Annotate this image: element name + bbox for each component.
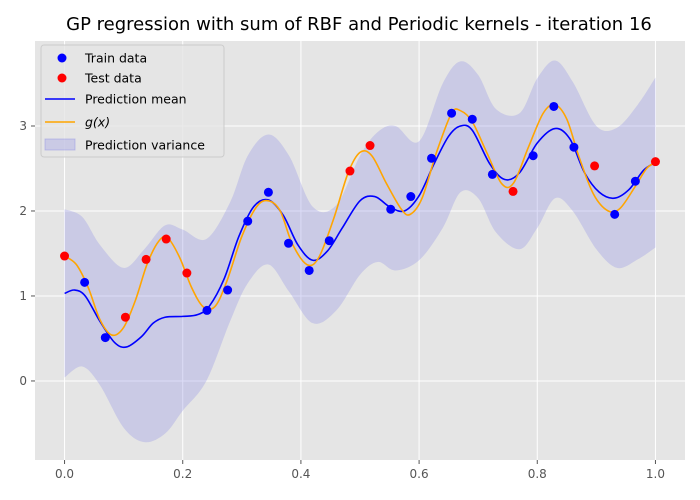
tick-layer: 0.0 0.2 0.4 0.6 0.8 1.0 0 1 2 3: [19, 119, 665, 481]
train-point: [406, 192, 416, 202]
x-tick-label: 1.0: [646, 467, 665, 481]
x-tick-label: 0.0: [55, 467, 74, 481]
train-point: [223, 285, 233, 295]
train-point: [487, 169, 497, 179]
train-point: [447, 108, 457, 118]
legend-label-test: Test data: [84, 71, 142, 86]
y-tick-label: 0: [19, 374, 27, 388]
test-point: [508, 186, 518, 196]
test-point: [345, 166, 355, 176]
train-point: [304, 265, 314, 275]
variance-band: [64, 60, 656, 443]
train-point: [528, 151, 538, 161]
train-point: [427, 153, 436, 163]
test-point: [590, 161, 600, 171]
legend-label-variance: Prediction variance: [85, 138, 205, 153]
legend-marker-test: [57, 73, 67, 83]
legend: Train data Test data Prediction mean g(x…: [40, 44, 225, 158]
train-point: [263, 187, 273, 197]
test-point: [182, 268, 192, 278]
y-tick-label: 3: [19, 119, 27, 133]
legend-label-g: g(x): [85, 115, 110, 130]
train-point: [386, 204, 396, 214]
legend-marker-train: [57, 53, 67, 63]
point-layer: [60, 101, 660, 343]
test-point: [60, 251, 70, 261]
train-point: [100, 333, 110, 343]
legend-label-mean: Prediction mean: [85, 92, 187, 107]
legend-box: [40, 44, 225, 158]
train-point: [202, 305, 212, 315]
legend-label-train: Train data: [84, 51, 147, 66]
x-tick-label: 0.6: [410, 467, 429, 481]
variance-band-layer: [64, 60, 656, 443]
test-point: [120, 312, 130, 322]
train-point: [467, 114, 477, 124]
x-tick-label: 0.4: [291, 467, 310, 481]
y-tick-label: 1: [19, 289, 27, 303]
train-point: [284, 238, 293, 248]
x-tick-label: 0.2: [173, 467, 192, 481]
train-point: [549, 101, 559, 111]
x-tick-label: 0.8: [528, 467, 547, 481]
test-point: [141, 254, 151, 264]
train-point: [80, 277, 90, 287]
prediction-mean-line: [64, 124, 656, 349]
train-point: [630, 176, 640, 186]
legend-patch-variance: [44, 138, 76, 151]
chart-title: GP regression with sum of RBF and Period…: [66, 14, 652, 35]
train-point: [569, 142, 579, 152]
train-point: [243, 216, 253, 226]
train-point: [324, 236, 334, 246]
test-point: [650, 157, 660, 167]
y-tick-label: 2: [19, 204, 27, 218]
train-point: [610, 209, 620, 219]
test-point: [365, 141, 375, 151]
test-point: [161, 234, 171, 244]
